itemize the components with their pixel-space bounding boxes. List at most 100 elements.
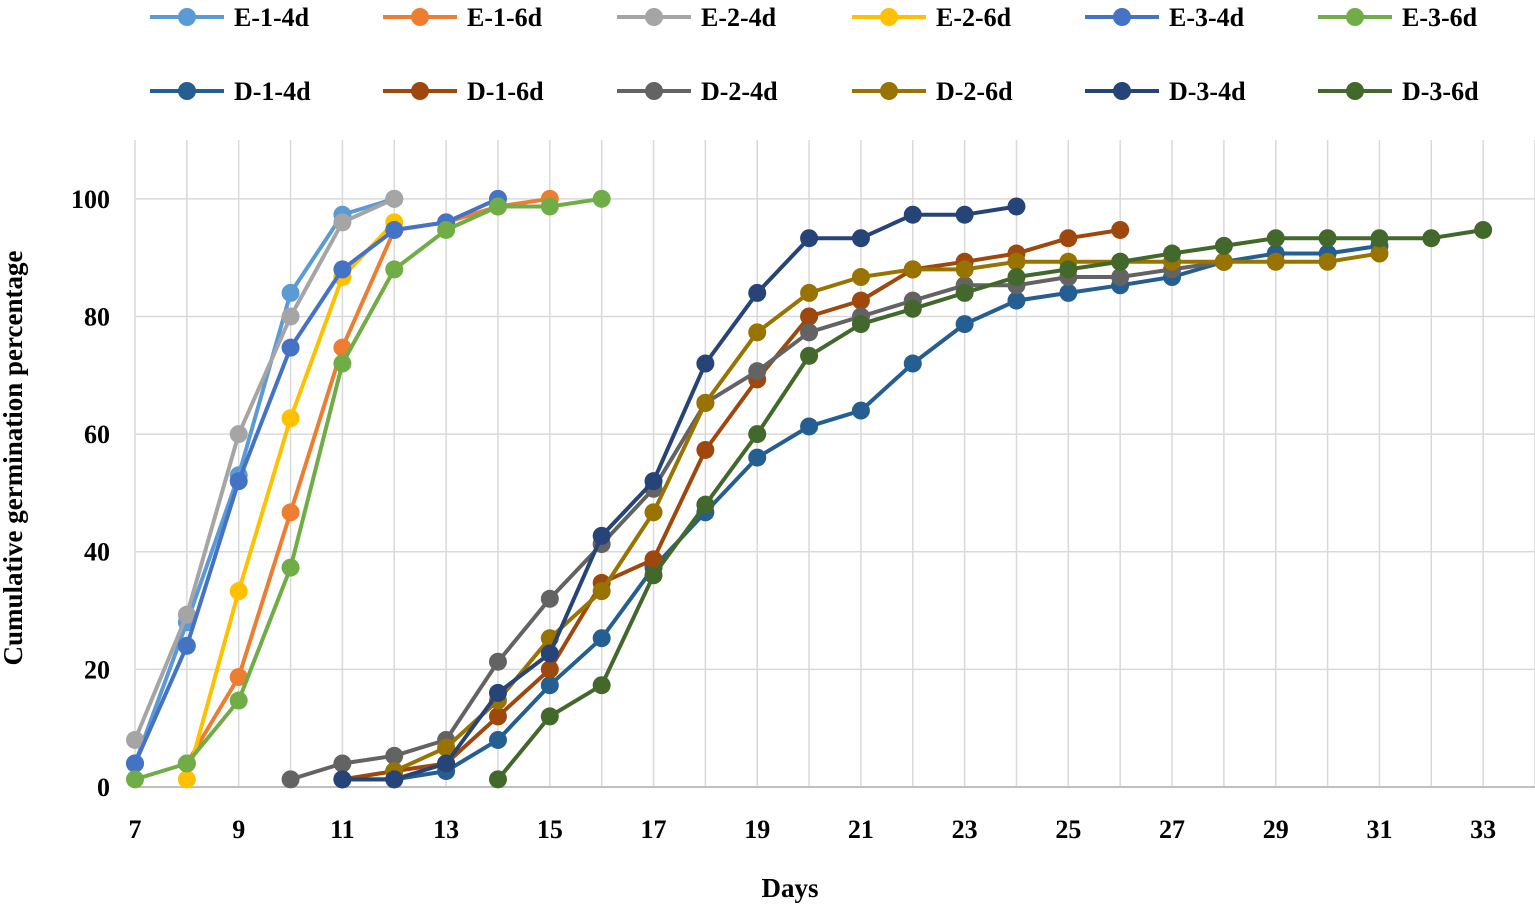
data-point	[281, 770, 300, 789]
data-point	[748, 448, 767, 467]
data-point	[1318, 229, 1337, 248]
data-point	[696, 354, 715, 373]
legend-marker	[1113, 82, 1131, 100]
series-line	[133, 196, 499, 765]
data-point	[540, 707, 559, 726]
data-point	[437, 754, 456, 773]
x-tick-label: 25	[1055, 815, 1081, 844]
data-point	[281, 503, 300, 522]
data-point	[696, 495, 715, 514]
legend-label: D-1-4d	[234, 77, 311, 106]
data-point	[540, 676, 559, 695]
data-point	[229, 582, 248, 601]
data-point	[800, 307, 819, 326]
data-point	[540, 197, 559, 216]
series-D-3-6d	[488, 220, 1493, 789]
data-point	[903, 205, 922, 224]
data-point	[333, 260, 352, 279]
x-tick-label: 29	[1263, 815, 1289, 844]
data-point	[1370, 244, 1389, 263]
data-point	[1007, 268, 1026, 287]
data-point	[1111, 268, 1130, 287]
data-point	[488, 707, 507, 726]
data-point	[126, 754, 144, 773]
data-point	[1059, 260, 1078, 279]
data-point	[1163, 244, 1182, 263]
legend-label: D-3-4d	[1169, 77, 1246, 106]
x-tick-label: 23	[952, 815, 978, 844]
data-point	[126, 770, 144, 789]
legend-item: E-3-6d	[1318, 3, 1478, 32]
legend-label: D-2-6d	[936, 77, 1013, 106]
data-point	[540, 589, 559, 608]
data-point	[229, 472, 248, 491]
data-point	[800, 229, 819, 248]
legend-label: E-1-4d	[234, 3, 310, 32]
legend-item: D-3-6d	[1318, 77, 1479, 106]
data-point	[1007, 291, 1026, 310]
tick-labels: 7 9 11 13 15 17 19 21 23 25 27 29 31 33 0 20 40 60 80 100	[71, 185, 1496, 844]
data-point	[437, 738, 456, 757]
data-point	[333, 354, 352, 373]
legend-marker	[411, 82, 429, 100]
legend-marker	[178, 82, 196, 100]
legend-item: E-3-4d	[1085, 3, 1245, 32]
legend-item: E-2-4d	[617, 3, 777, 32]
data-point	[1007, 252, 1026, 271]
y-tick-label: 0	[97, 773, 110, 802]
series-line	[133, 196, 396, 741]
legend-label: D-1-6d	[467, 77, 544, 106]
legend-label: E-2-4d	[701, 3, 777, 32]
data-point	[126, 730, 144, 749]
data-point	[592, 629, 611, 648]
data-point	[592, 676, 611, 695]
legend-marker	[645, 8, 663, 26]
data-point	[229, 691, 248, 710]
series-D-3-4d	[333, 197, 1026, 789]
legend-label: E-3-4d	[1169, 3, 1245, 32]
data-point	[385, 220, 404, 239]
data-point	[1214, 236, 1233, 255]
data-point	[800, 283, 819, 302]
x-tick-label: 11	[330, 815, 355, 844]
data-point	[592, 526, 611, 545]
legend-label: E-3-6d	[1402, 3, 1478, 32]
legend-item: D-2-4d	[617, 77, 778, 106]
legend-marker	[1346, 82, 1364, 100]
legend-label: E-2-6d	[936, 3, 1012, 32]
y-tick-label: 20	[84, 655, 110, 684]
data-point	[177, 754, 196, 773]
data-point	[851, 229, 870, 248]
data-point	[1111, 252, 1130, 271]
data-point	[800, 346, 819, 365]
legend-label: D-3-6d	[1402, 77, 1479, 106]
data-point	[903, 260, 922, 279]
x-axis-title: Days	[761, 873, 818, 903]
data-point	[385, 189, 404, 208]
data-point	[903, 354, 922, 373]
x-tick-label: 9	[232, 815, 245, 844]
data-point	[540, 644, 559, 663]
data-point	[851, 291, 870, 310]
data-point	[800, 417, 819, 436]
x-tick-label: 27	[1159, 815, 1185, 844]
x-tick-label: 7	[129, 815, 142, 844]
data-point	[748, 362, 767, 381]
data-point	[281, 283, 300, 302]
data-point	[1266, 252, 1285, 271]
legend-marker	[1113, 8, 1131, 26]
legend-item: D-2-6d	[852, 77, 1013, 106]
data-point	[644, 550, 663, 569]
data-point	[955, 283, 974, 302]
data-point	[851, 401, 870, 420]
legend-marker	[645, 82, 663, 100]
legend-marker	[411, 8, 429, 26]
data-point	[488, 197, 507, 216]
data-point	[488, 683, 507, 702]
data-point	[592, 189, 611, 208]
legend-item: D-1-4d	[150, 77, 311, 106]
x-tick-label: 33	[1470, 815, 1496, 844]
series-group	[126, 189, 1493, 789]
data-point	[177, 636, 196, 655]
series-E-2-4d	[126, 189, 404, 749]
